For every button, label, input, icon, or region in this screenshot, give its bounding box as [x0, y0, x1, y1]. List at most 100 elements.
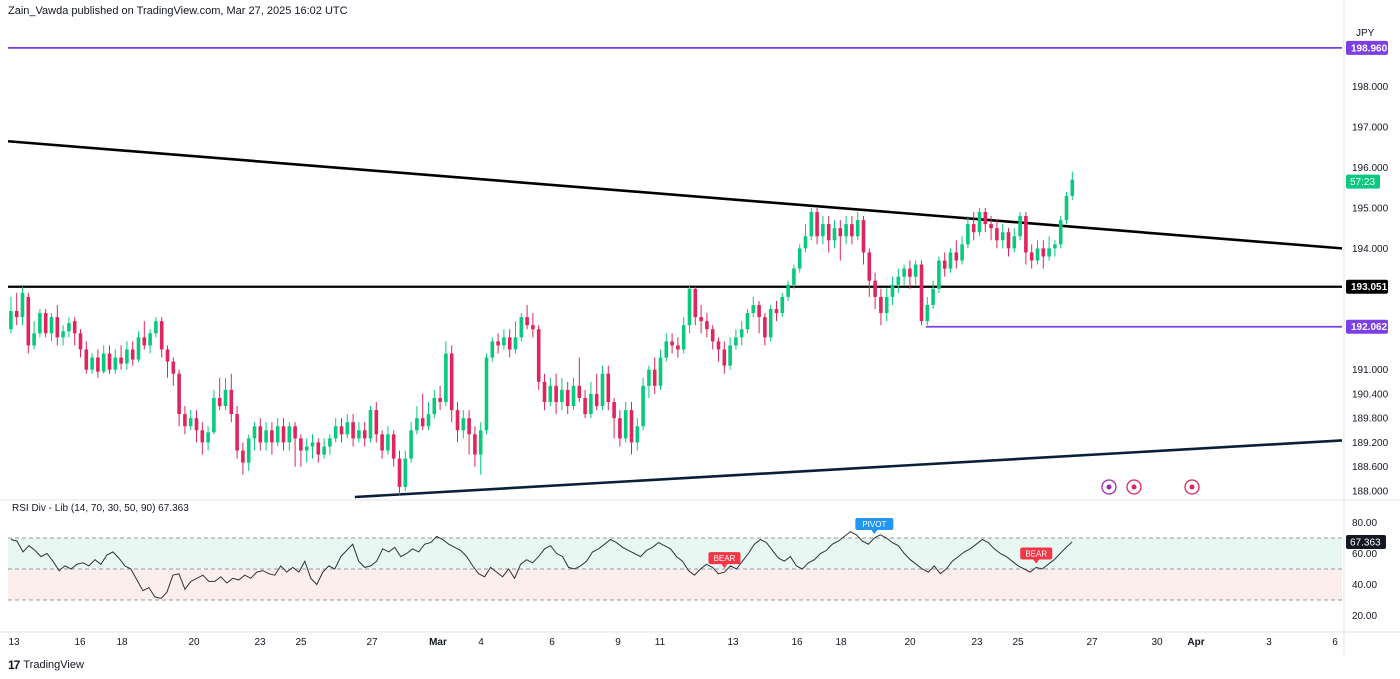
candle[interactable]: [705, 313, 709, 338]
candle[interactable]: [281, 418, 286, 451]
candle[interactable]: [1035, 240, 1040, 265]
candle[interactable]: [403, 450, 408, 491]
candle[interactable]: [890, 276, 895, 305]
candle[interactable]: [299, 434, 303, 467]
candle[interactable]: [32, 321, 36, 350]
candle[interactable]: [525, 304, 529, 330]
candle[interactable]: [101, 345, 106, 374]
candle[interactable]: [362, 422, 367, 447]
candle[interactable]: [467, 410, 471, 455]
lightning-icon[interactable]: [1101, 479, 1117, 495]
candle[interactable]: [896, 268, 901, 293]
candle[interactable]: [159, 317, 164, 358]
candle[interactable]: [513, 321, 518, 354]
candle[interactable]: [948, 248, 953, 273]
candle[interactable]: [884, 288, 889, 322]
candle[interactable]: [478, 422, 483, 475]
candle[interactable]: [850, 216, 854, 245]
candle[interactable]: [844, 216, 848, 245]
tradingview-logo[interactable]: 17 TradingView: [8, 658, 84, 672]
candle[interactable]: [571, 377, 576, 411]
rsi-marker-bear[interactable]: BEAR: [708, 552, 741, 569]
candle[interactable]: [107, 345, 112, 374]
candle[interactable]: [1029, 244, 1034, 269]
candle[interactable]: [954, 240, 959, 269]
candle[interactable]: [1041, 240, 1046, 269]
candle[interactable]: [345, 414, 350, 439]
candle[interactable]: [142, 321, 147, 350]
candle[interactable]: [809, 207, 814, 241]
candle[interactable]: [14, 292, 19, 326]
candle[interactable]: [217, 377, 222, 411]
candle[interactable]: [125, 341, 129, 370]
candle[interactable]: [432, 389, 437, 419]
candle[interactable]: [699, 304, 703, 334]
candle[interactable]: [931, 280, 935, 310]
candle[interactable]: [531, 313, 535, 338]
candle[interactable]: [154, 317, 158, 338]
candle[interactable]: [589, 381, 593, 419]
candle[interactable]: [415, 406, 419, 435]
candle[interactable]: [1024, 212, 1028, 265]
candle[interactable]: [977, 207, 982, 237]
candle[interactable]: [502, 329, 506, 350]
candle[interactable]: [473, 426, 477, 467]
candle[interactable]: [241, 442, 245, 475]
candle[interactable]: [171, 357, 176, 386]
candle[interactable]: [322, 438, 326, 459]
candle[interactable]: [757, 300, 761, 334]
candle[interactable]: [734, 329, 738, 350]
candle[interactable]: [797, 244, 802, 273]
candle[interactable]: [426, 402, 431, 431]
candle[interactable]: [565, 381, 570, 415]
candle[interactable]: [304, 438, 309, 463]
candle[interactable]: [763, 313, 767, 346]
candle[interactable]: [803, 224, 808, 253]
candle[interactable]: [328, 434, 332, 455]
candle[interactable]: [670, 333, 674, 354]
candle[interactable]: [386, 426, 390, 455]
candle[interactable]: [206, 426, 210, 451]
candle[interactable]: [861, 216, 866, 265]
candle[interactable]: [879, 288, 883, 326]
candle[interactable]: [780, 292, 785, 318]
candle[interactable]: [67, 317, 71, 338]
candle[interactable]: [641, 377, 645, 431]
candle[interactable]: [594, 373, 599, 411]
candle[interactable]: [90, 353, 94, 374]
candle[interactable]: [618, 410, 622, 447]
candle[interactable]: [1047, 236, 1051, 261]
candle[interactable]: [78, 329, 83, 358]
candle[interactable]: [316, 438, 321, 463]
candle[interactable]: [908, 260, 912, 289]
candle[interactable]: [43, 309, 48, 338]
candle[interactable]: [9, 296, 13, 334]
candle[interactable]: [647, 365, 651, 398]
candle[interactable]: [832, 220, 837, 249]
candle[interactable]: [745, 309, 750, 334]
candle[interactable]: [61, 325, 65, 346]
candle[interactable]: [246, 434, 251, 471]
candle[interactable]: [826, 216, 831, 253]
candle[interactable]: [490, 337, 495, 362]
candle[interactable]: [722, 341, 727, 374]
candle[interactable]: [600, 365, 605, 411]
candle[interactable]: [119, 345, 123, 370]
rsi-marker-pivot[interactable]: PIVOT: [855, 517, 894, 534]
candle[interactable]: [339, 418, 344, 443]
candle[interactable]: [629, 402, 634, 455]
candle[interactable]: [1070, 171, 1075, 200]
candle[interactable]: [212, 389, 216, 435]
candle[interactable]: [664, 333, 669, 362]
candle[interactable]: [583, 389, 587, 419]
candle[interactable]: [821, 216, 825, 245]
candle[interactable]: [20, 286, 25, 326]
candle[interactable]: [409, 422, 413, 463]
candle[interactable]: [293, 422, 297, 467]
candle[interactable]: [925, 296, 930, 326]
candle[interactable]: [960, 236, 964, 265]
candle[interactable]: [560, 377, 564, 411]
candle[interactable]: [1018, 212, 1022, 241]
candle[interactable]: [739, 321, 744, 346]
